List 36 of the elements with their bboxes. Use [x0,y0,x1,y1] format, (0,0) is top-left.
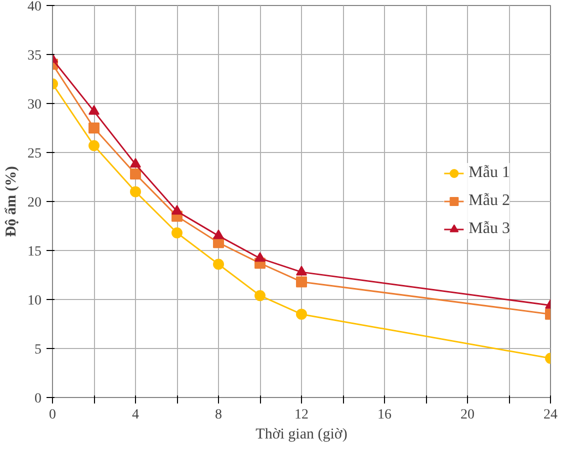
x-tick-label: 16 [378,408,392,422]
x-tick-label: 24 [544,408,558,422]
y-axis-title: Độ ẩm (%) [4,166,20,237]
point [88,140,100,152]
point [172,205,182,215]
point [254,290,266,302]
point [296,266,307,276]
point [88,122,100,134]
x-tick-label: 0 [49,408,56,422]
point [213,230,224,240]
point [254,252,266,262]
y-tick-label: 0 [34,392,42,406]
point [213,258,224,270]
point [130,158,141,168]
y-tick-label: 25 [28,146,42,162]
x-tick-label: 20 [460,408,474,422]
point [130,168,141,180]
y-tick-label: 35 [28,48,42,64]
legend-label: Mẫu 2 [468,192,510,210]
x-tick-label: 4 [132,408,139,422]
y-tick-label: 5 [34,342,42,358]
y-tick-label: 15 [28,244,42,260]
legend-label: Mẫu 3 [468,220,510,238]
point [172,227,182,238]
point [88,105,100,115]
x-tick-label: 8 [215,408,222,422]
legend-label: Mẫu 1 [468,164,510,182]
point [130,186,141,198]
y-tick-label: 20 [28,196,42,210]
point [296,308,307,320]
y-tick-label: 40 [28,0,42,14]
x-axis-title: Thời gian (giờ) [256,426,348,442]
y-tick-label: 10 [28,294,42,308]
x-tick-label: 12 [294,408,308,422]
y-tick-label: 30 [28,98,42,112]
point [296,276,307,288]
